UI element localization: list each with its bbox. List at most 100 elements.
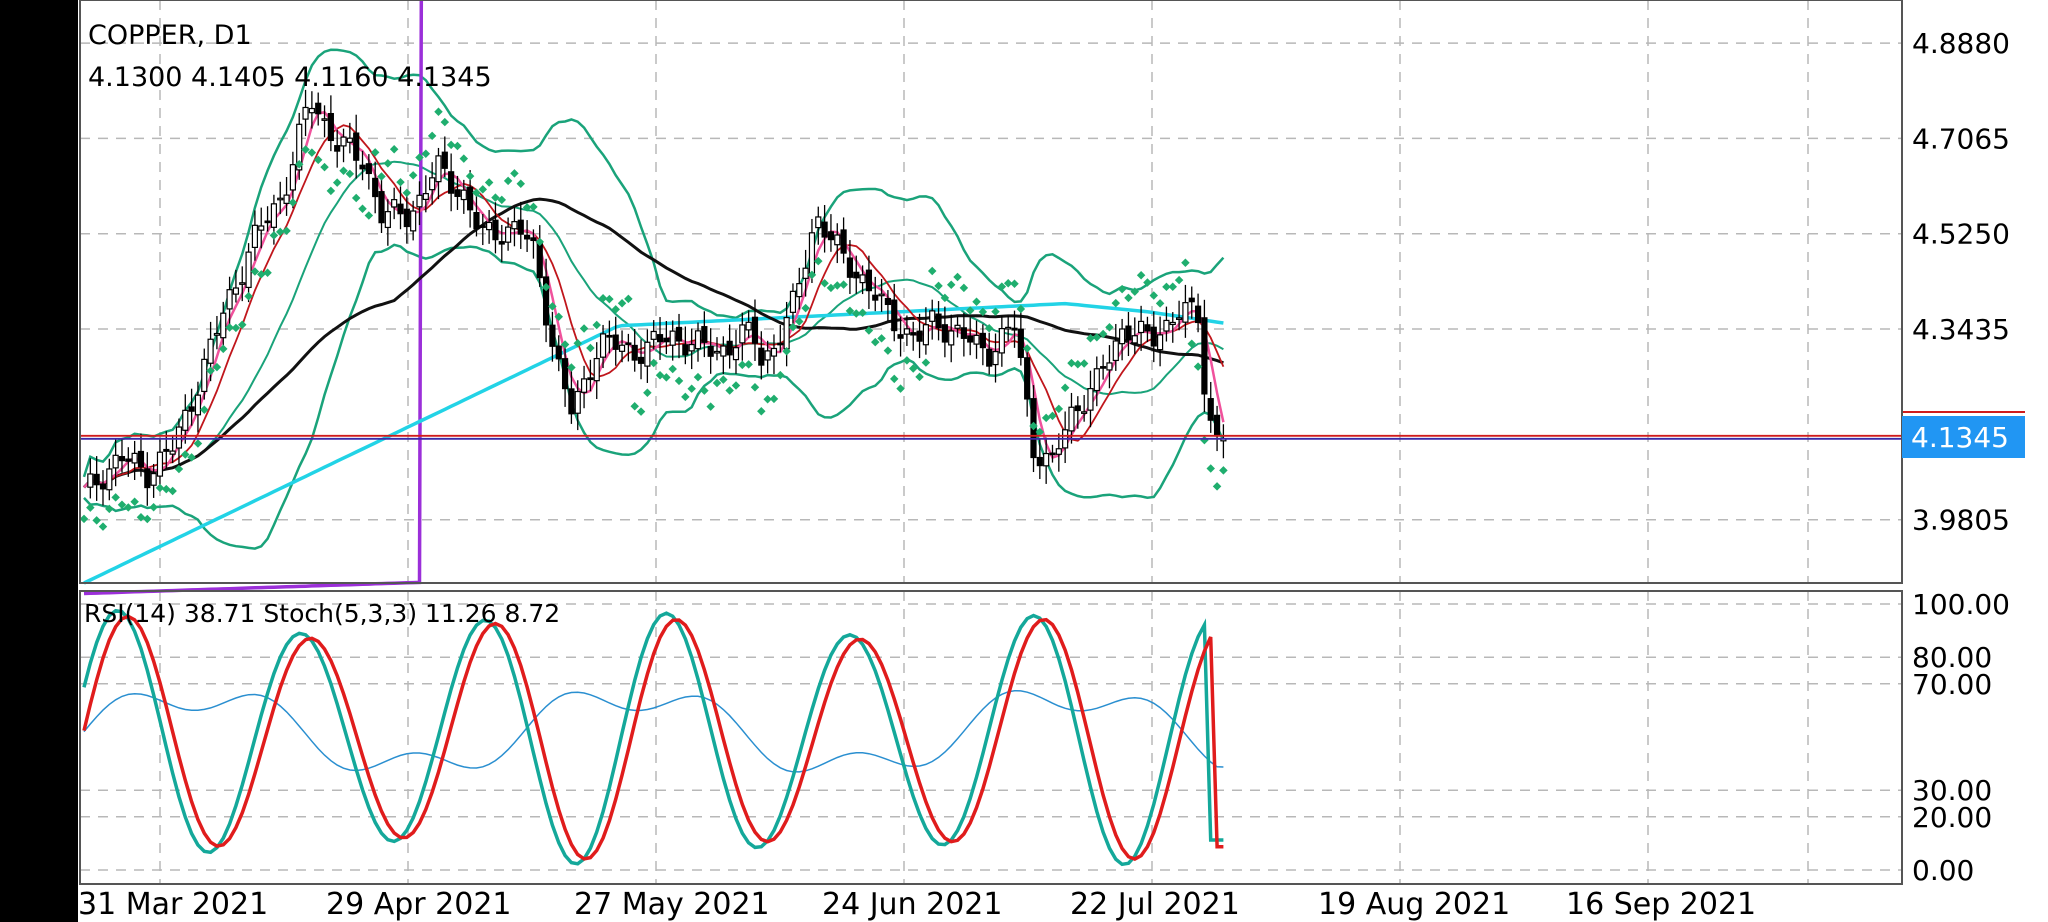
sar-dot (687, 384, 696, 393)
sar-dot (459, 154, 469, 163)
candle-body (612, 334, 619, 350)
sar-dot (446, 140, 456, 150)
candle-body (751, 316, 759, 344)
candle-body (1194, 305, 1202, 324)
candle-body (821, 221, 828, 238)
candle-body (467, 186, 474, 211)
candle-body (1125, 325, 1132, 341)
sar-dot (1041, 413, 1051, 423)
sar-dot (225, 323, 234, 332)
sar-dot (1212, 482, 1222, 491)
candle-body (1017, 328, 1024, 358)
sar-dot (1206, 464, 1215, 473)
date-tick-label: 24 Jun 2021 (822, 887, 1002, 922)
sar-dot (427, 131, 437, 141)
candle-body (150, 472, 157, 486)
candle-body (789, 290, 797, 313)
sar-dot (953, 272, 962, 282)
candle-body (682, 344, 689, 356)
sar-dot (788, 322, 798, 332)
plot-area (78, 0, 2048, 922)
sar-dot (1219, 466, 1228, 475)
sar-dot (149, 502, 158, 512)
candle-body (701, 326, 708, 343)
candle-body (853, 271, 860, 279)
sar-dot (997, 282, 1007, 291)
sar-dot (364, 211, 374, 220)
candle-body (840, 229, 847, 254)
sar-dot (959, 283, 969, 293)
sar-dot (326, 186, 336, 196)
sar-dot (883, 346, 893, 355)
candle-body (353, 132, 360, 161)
sar-dot (105, 504, 114, 514)
candle-body (625, 342, 632, 346)
candle-body (486, 221, 493, 231)
sar-dot (244, 292, 253, 301)
oscillator-tick-label: 0.00 (1912, 854, 1974, 887)
sar-dot (1124, 293, 1133, 303)
candle-body (1068, 406, 1075, 432)
sar-dot (662, 373, 671, 382)
oscillator-tick-label: 30.00 (1912, 774, 1992, 807)
candle-body (802, 267, 809, 279)
candle-body (270, 203, 277, 228)
candle-body (1156, 334, 1164, 351)
sar-dot (193, 439, 203, 448)
candle-body (441, 151, 448, 169)
sar-dot (889, 374, 899, 384)
sar-dot (1035, 427, 1045, 437)
candle-body (505, 226, 512, 243)
sar-dot (636, 407, 646, 416)
candle-body (1169, 321, 1176, 326)
candle-body (498, 241, 505, 245)
sar-dot (358, 204, 367, 213)
sar-dot (1086, 333, 1095, 343)
candle-body (815, 216, 822, 229)
sar-dot (795, 317, 804, 326)
candle-body (1188, 297, 1195, 303)
date-tick-label: 29 Apr 2021 (326, 887, 512, 922)
sar-dot (674, 376, 684, 386)
sar-dot (345, 169, 355, 179)
sar-dot (1067, 358, 1076, 368)
candle-body (599, 333, 607, 358)
candle-body (283, 194, 290, 204)
candle-body (454, 189, 461, 197)
candle-body (264, 220, 271, 224)
sar-dot (693, 372, 703, 382)
sar-dot (738, 360, 747, 370)
sar-dot (630, 402, 639, 411)
candle-body (580, 378, 588, 393)
candle-body (422, 193, 429, 201)
candle-body (1163, 319, 1170, 332)
candle-body (656, 334, 664, 343)
sar-dot (313, 155, 323, 165)
candle-body (169, 450, 176, 455)
sar-dot (421, 149, 431, 158)
candle-body (536, 240, 543, 279)
sar-dot (1143, 278, 1152, 287)
price-tick-label: 4.7065 (1912, 122, 2010, 155)
sar-dot (668, 364, 677, 374)
sar-dot (934, 281, 943, 291)
candle-body (688, 343, 695, 352)
candle-body (378, 191, 385, 224)
sar-dot (200, 405, 209, 415)
candle-body (631, 344, 638, 361)
candle-body (587, 377, 594, 381)
sar-dot (598, 293, 608, 303)
candle-body (637, 356, 645, 364)
sar-dot (396, 177, 405, 187)
oscillator-tick-label: 80.00 (1912, 641, 1992, 674)
sar-dot (168, 486, 177, 496)
sar-dot (503, 176, 513, 186)
sar-dot (1010, 279, 1019, 288)
sar-dot (1117, 284, 1127, 294)
sar-dot (402, 188, 412, 198)
candle-body (891, 299, 898, 332)
stoch-main-line (82, 608, 1224, 867)
candle-body (530, 237, 537, 242)
candle-body (777, 342, 784, 346)
candle-body (618, 344, 626, 352)
